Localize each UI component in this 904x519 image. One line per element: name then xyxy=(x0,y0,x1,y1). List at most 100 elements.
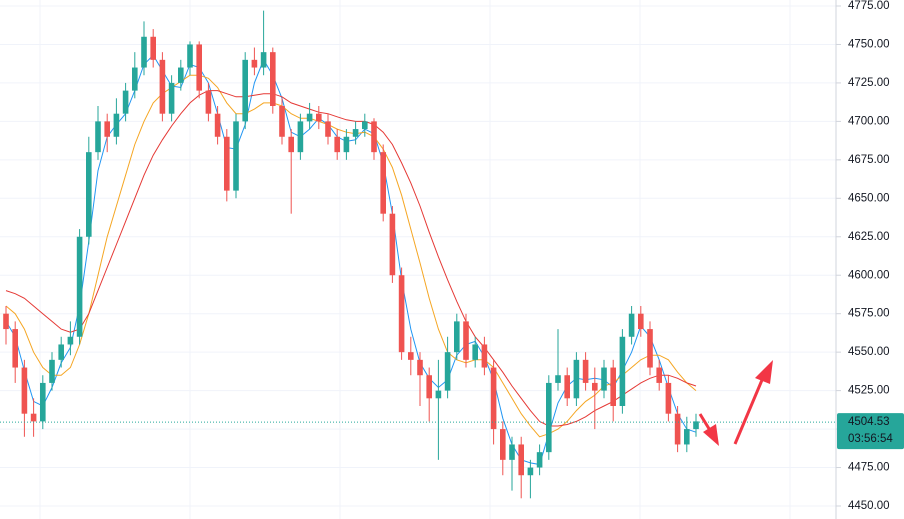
candle-body xyxy=(95,121,101,153)
candle-body xyxy=(187,44,193,68)
last-price-label: 4504.53 xyxy=(848,416,890,428)
candle-body xyxy=(67,336,74,345)
candle-body xyxy=(325,121,331,137)
candle-body xyxy=(141,36,147,68)
candle-body xyxy=(398,275,405,353)
candle-body xyxy=(592,382,598,391)
candle-body xyxy=(104,121,110,137)
y-tick-label: 4600.00 xyxy=(848,269,890,281)
candle-body xyxy=(619,336,626,406)
y-tick-label: 4450.00 xyxy=(848,500,890,512)
candle-body xyxy=(417,359,423,376)
candle-body xyxy=(573,359,580,399)
candle-body xyxy=(684,429,690,445)
candle-body xyxy=(316,113,322,122)
vertical-grid xyxy=(39,0,791,519)
candle-body xyxy=(288,136,294,153)
candle-body xyxy=(86,152,92,237)
candle-body xyxy=(509,444,515,460)
candle-body xyxy=(168,82,175,114)
candle-body xyxy=(58,344,64,360)
candle-body xyxy=(279,106,285,137)
candle-body xyxy=(224,136,230,191)
candle-body xyxy=(601,367,607,391)
candle-body xyxy=(21,367,28,414)
candle-body xyxy=(564,375,570,399)
candle-body xyxy=(352,129,359,137)
y-tick-label: 4750.00 xyxy=(848,38,890,50)
candle-body xyxy=(426,375,432,399)
candle-body xyxy=(242,59,248,122)
candle-body xyxy=(205,90,212,114)
candle-body xyxy=(334,136,340,153)
countdown-label: 03:56:54 xyxy=(848,433,893,445)
candle-body xyxy=(647,329,653,368)
moving-average-line xyxy=(5,90,697,427)
candle-body xyxy=(178,67,184,83)
candle-body xyxy=(674,413,681,445)
candle-body xyxy=(518,444,524,476)
arrow-up-shaft xyxy=(733,379,764,445)
candle-body xyxy=(270,52,276,106)
plot xyxy=(0,10,836,499)
candle-body xyxy=(12,329,18,368)
y-tick-label: 4650.00 xyxy=(848,192,890,204)
candle-body xyxy=(30,413,37,422)
candle-body xyxy=(297,121,304,153)
candle-body xyxy=(472,344,478,360)
candle-body xyxy=(362,121,368,130)
y-tick-label: 4525.00 xyxy=(848,385,890,397)
candle-body xyxy=(113,113,120,137)
candle-body xyxy=(214,113,221,137)
candle-body xyxy=(500,429,506,460)
candle-body xyxy=(132,67,138,91)
forecast-arrows xyxy=(698,360,773,446)
y-tick-label: 4725.00 xyxy=(848,77,890,89)
candle-body xyxy=(150,36,156,60)
arrow-down-head xyxy=(703,424,719,446)
grid xyxy=(0,5,836,507)
candle-body xyxy=(380,152,386,214)
price-axis: 4450.004475.004500.004525.004550.004575.… xyxy=(836,0,904,512)
candle-body xyxy=(435,390,442,399)
candle-body xyxy=(233,121,239,191)
candle-body xyxy=(251,59,258,68)
candle-body xyxy=(444,352,451,391)
y-tick-label: 4625.00 xyxy=(848,231,890,243)
candle-body xyxy=(408,352,414,360)
y-tick-label: 4475.00 xyxy=(848,462,890,474)
y-tick-label: 4775.00 xyxy=(848,0,890,12)
candle-body xyxy=(582,359,589,383)
candle-body xyxy=(527,467,534,476)
candle-body xyxy=(481,344,488,368)
arrow-up-head xyxy=(755,360,773,384)
y-tick-label: 4575.00 xyxy=(848,308,890,320)
candle-body xyxy=(49,359,55,383)
candle-body xyxy=(665,382,672,414)
candle-body xyxy=(159,59,166,114)
candle-body xyxy=(656,367,662,383)
candle-body xyxy=(454,321,460,353)
moving-average-line xyxy=(5,74,697,438)
candle-body xyxy=(122,90,129,114)
candle-body xyxy=(628,313,635,337)
y-tick-label: 4550.00 xyxy=(848,346,890,358)
y-tick-label: 4700.00 xyxy=(848,115,890,127)
candle-body xyxy=(610,367,616,406)
candle-body xyxy=(463,321,469,360)
last-price-box xyxy=(837,413,904,450)
candle-body xyxy=(693,421,699,430)
candle-body xyxy=(389,213,396,276)
candle-body xyxy=(306,113,313,122)
candle-body xyxy=(490,367,497,430)
y-tick-label: 4675.00 xyxy=(848,154,890,166)
moving-average-line xyxy=(5,54,697,466)
candle-body xyxy=(536,452,543,468)
candle-body xyxy=(3,313,9,330)
candle-body xyxy=(260,52,267,68)
candle-body xyxy=(40,382,46,422)
candle-body xyxy=(546,382,552,453)
candle-body xyxy=(76,236,83,337)
candle-body xyxy=(555,375,561,383)
